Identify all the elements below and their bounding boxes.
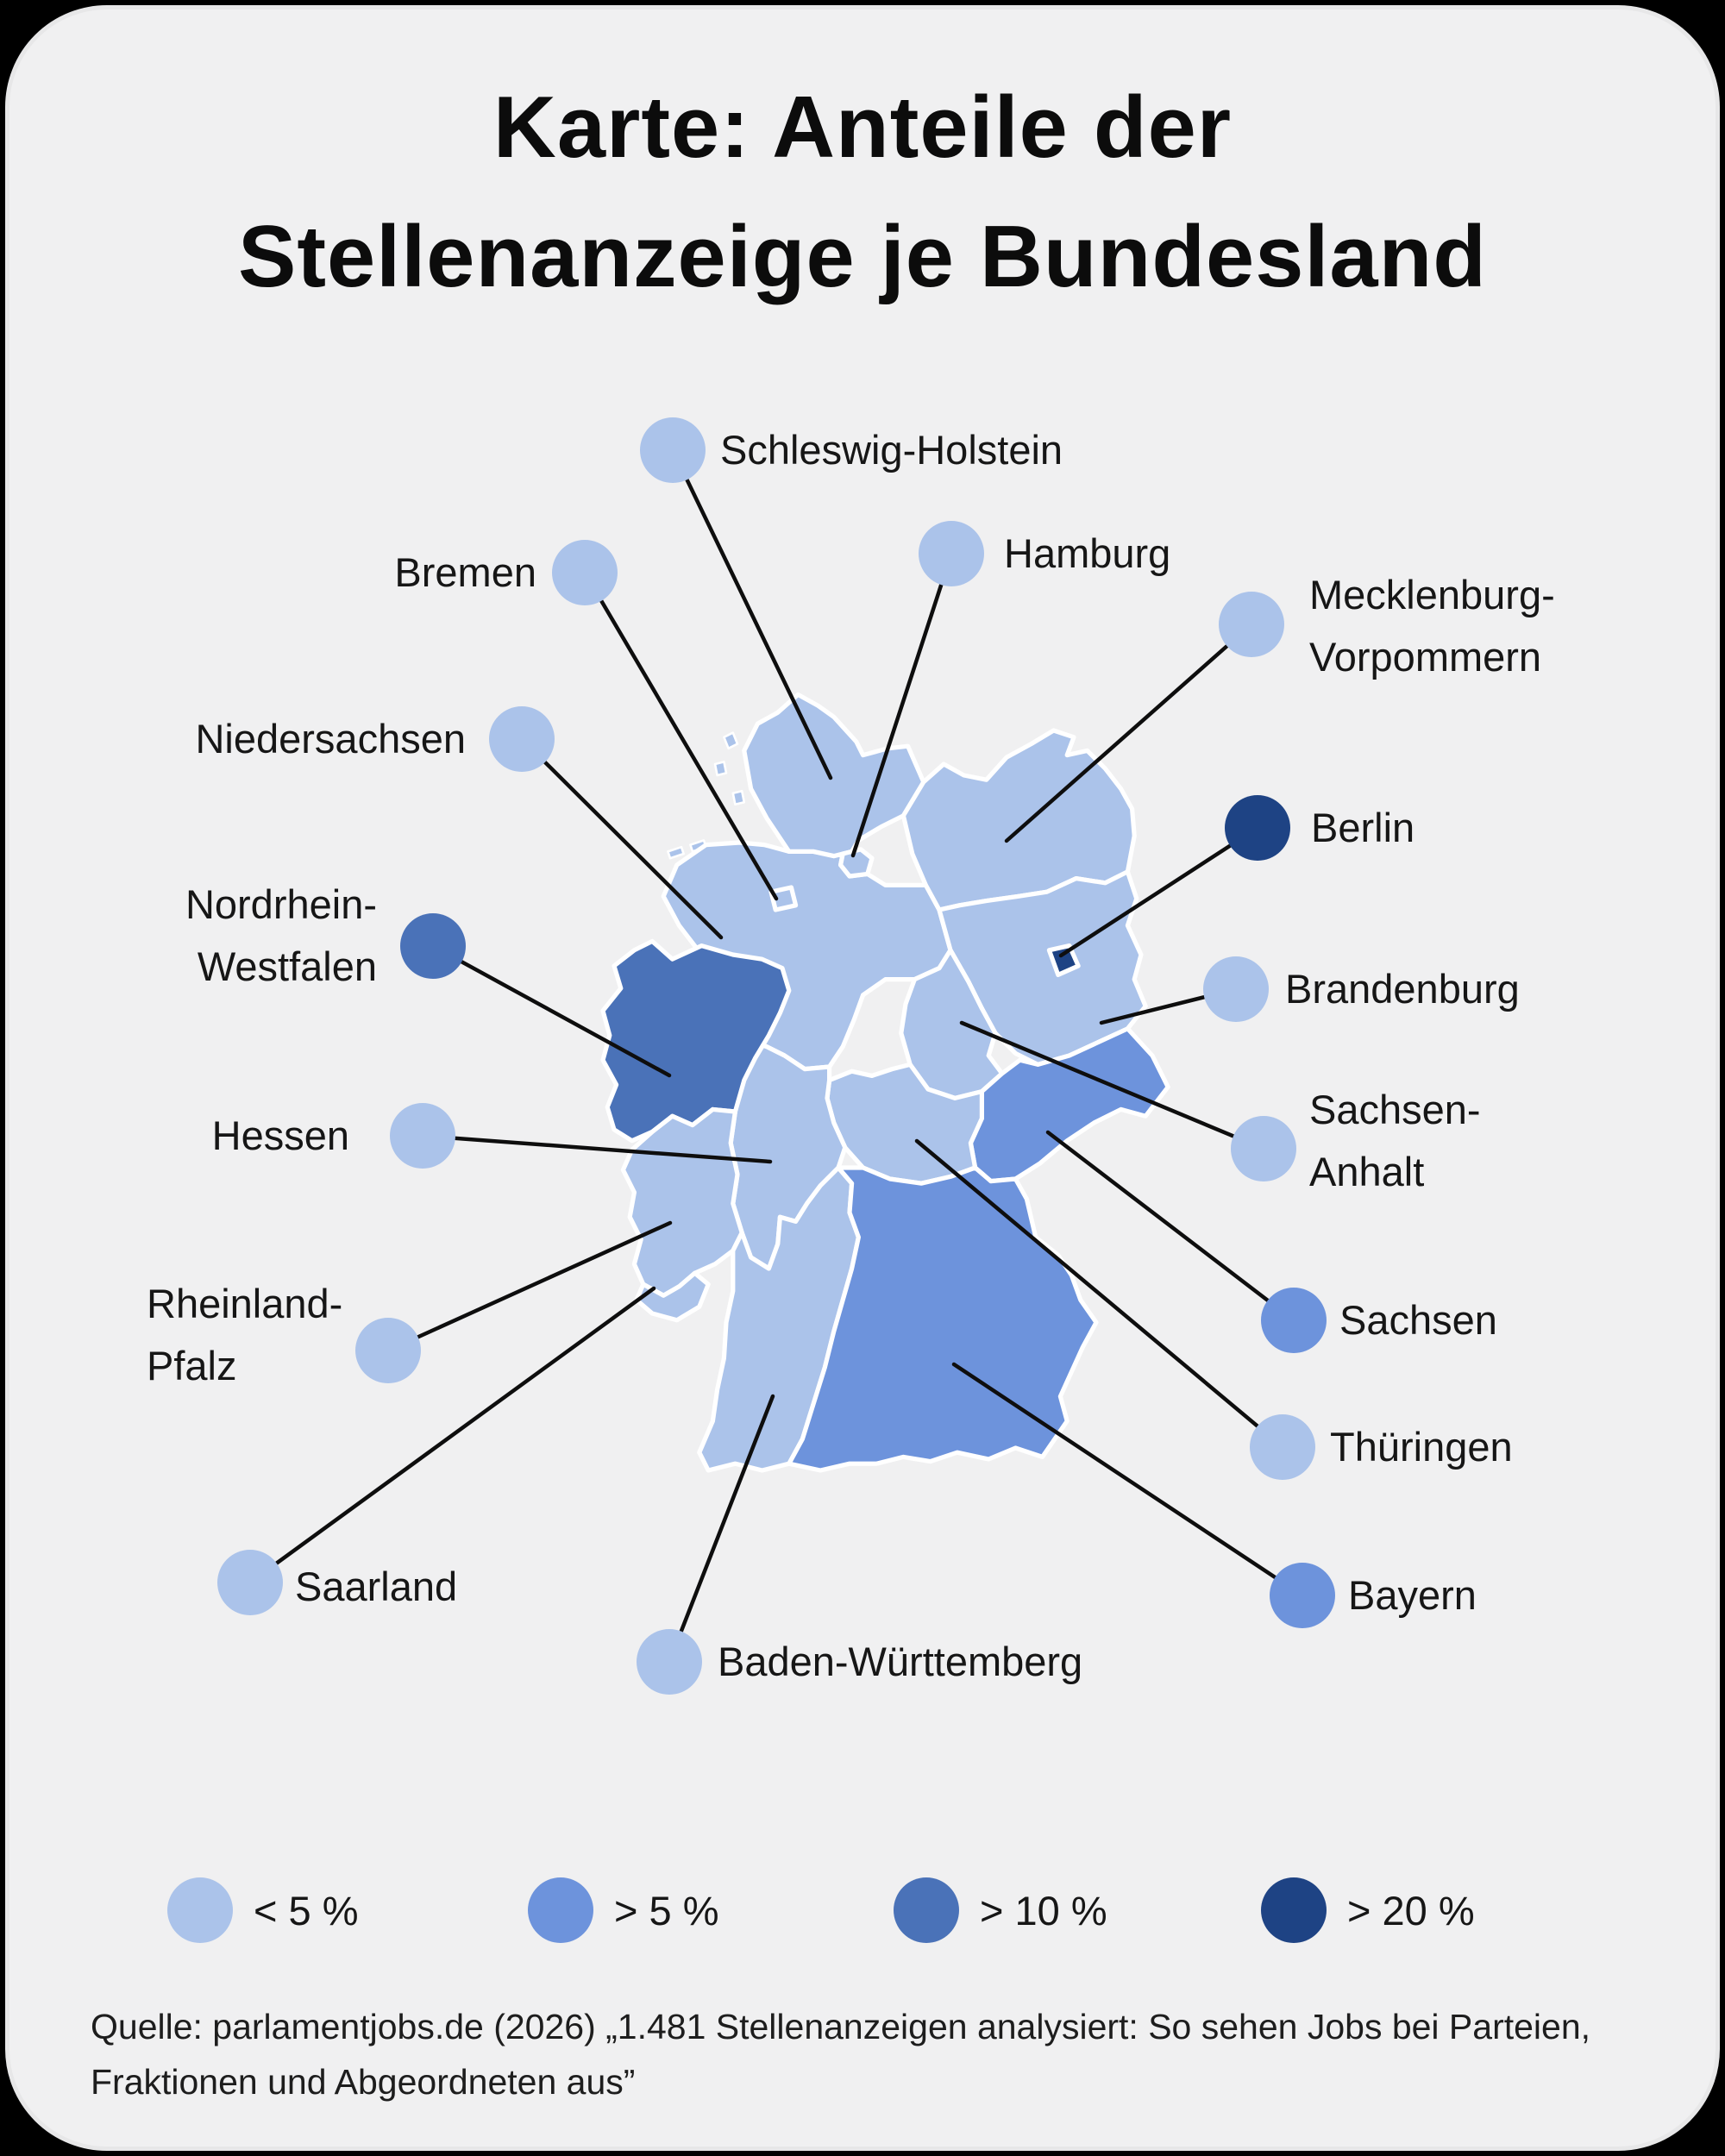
state-dot-sachsen-anhalt [1231, 1116, 1296, 1181]
state-dot-nordrhein-westfalen [400, 913, 466, 979]
leader-line-baden-wuerttemberg [667, 1394, 775, 1664]
leader-line-niedersachsen [519, 736, 724, 940]
leader-line-bayern [951, 1362, 1305, 1598]
map-state-saarland [634, 1270, 711, 1323]
state-dot-rheinland-pfalz [355, 1318, 421, 1383]
state-dot-thueringen [1250, 1414, 1315, 1480]
leader-line-nordrhein-westfalen [430, 943, 672, 1078]
leader-line-rheinland-pfalz [386, 1220, 673, 1353]
state-dot-brandenburg [1203, 956, 1269, 1022]
coastal-island-shape [731, 789, 746, 806]
state-dot-bayern [1270, 1563, 1335, 1628]
leader-line-berlin [1058, 825, 1260, 958]
coastal-island-shape [667, 845, 685, 860]
state-dot-hessen [390, 1103, 455, 1169]
state-dot-hamburg [919, 521, 984, 586]
leader-line-hessen [420, 1133, 773, 1164]
state-dot-schleswig-holstein [640, 417, 706, 483]
state-dot-baden-wuerttemberg [637, 1629, 702, 1695]
coastal-island-shape [713, 761, 728, 777]
leader-line-sachsen [1045, 1130, 1296, 1323]
state-dot-berlin [1225, 795, 1290, 861]
map-state-berlin [1046, 943, 1081, 977]
state-dot-mecklenburg-vorpommern [1219, 592, 1284, 657]
map-state-bayern [787, 1165, 1099, 1473]
leader-line-hamburg [850, 551, 954, 858]
leader-line-bremen [582, 570, 779, 901]
state-dot-bremen [552, 540, 618, 605]
leader-line-sachsen-anhalt [959, 1020, 1266, 1151]
title-line-2: Stellenanzeige je Bundesland [238, 209, 1487, 305]
source-line-1: Quelle: parlamentjobs.de (2026) „1.481 S… [91, 2007, 1591, 2046]
leader-line-saarland [248, 1286, 656, 1585]
state-dot-sachsen [1261, 1288, 1327, 1353]
map-state-bremen [768, 885, 799, 912]
state-dot-niedersachsen [489, 706, 555, 772]
page-title: Karte: Anteile der Stellenanzeige je Bun… [0, 63, 1725, 322]
state-dot-saarland [217, 1550, 283, 1615]
source-text: Quelle: parlamentjobs.de (2026) „1.481 S… [91, 1999, 1643, 2109]
map-state-hamburg [837, 847, 875, 879]
title-line-1: Karte: Anteile der [492, 79, 1233, 176]
leader-line-thueringen [914, 1138, 1285, 1450]
coastal-island-shape [723, 731, 739, 750]
source-line-2: Fraktionen und Abgeordneten aus” [91, 2062, 636, 2102]
leader-line-mecklenburg-vorpommern [1004, 622, 1254, 843]
leader-line-schleswig-holstein [670, 448, 833, 780]
germany-map-group [600, 692, 1170, 1473]
